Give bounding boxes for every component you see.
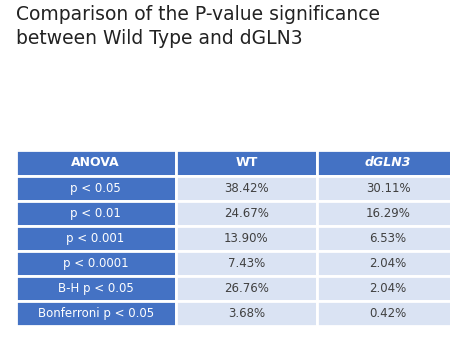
FancyBboxPatch shape (16, 301, 176, 326)
Text: 7.43%: 7.43% (228, 257, 265, 270)
Text: Comparison of the P-value significance
between Wild Type and dGLN3: Comparison of the P-value significance b… (16, 5, 380, 48)
FancyBboxPatch shape (16, 226, 176, 251)
Text: 2.04%: 2.04% (369, 282, 407, 295)
FancyBboxPatch shape (16, 150, 176, 175)
Text: 13.90%: 13.90% (224, 232, 269, 245)
FancyBboxPatch shape (176, 201, 317, 226)
FancyBboxPatch shape (176, 301, 317, 326)
FancyBboxPatch shape (16, 175, 176, 201)
Text: 24.67%: 24.67% (224, 207, 269, 220)
Text: 16.29%: 16.29% (366, 207, 410, 220)
FancyBboxPatch shape (317, 150, 450, 175)
Text: p < 0.001: p < 0.001 (67, 232, 125, 245)
FancyBboxPatch shape (176, 276, 317, 301)
FancyBboxPatch shape (16, 251, 176, 276)
Text: dGLN3: dGLN3 (365, 156, 411, 169)
FancyBboxPatch shape (16, 276, 176, 301)
Text: ANOVA: ANOVA (71, 156, 120, 169)
FancyBboxPatch shape (176, 251, 317, 276)
Text: 30.11%: 30.11% (366, 182, 410, 195)
FancyBboxPatch shape (317, 175, 450, 201)
FancyBboxPatch shape (317, 301, 450, 326)
FancyBboxPatch shape (16, 201, 176, 226)
Text: 26.76%: 26.76% (224, 282, 269, 295)
Text: 38.42%: 38.42% (224, 182, 269, 195)
Text: p < 0.0001: p < 0.0001 (63, 257, 128, 270)
Text: 0.42%: 0.42% (369, 307, 407, 320)
Text: B-H p < 0.05: B-H p < 0.05 (58, 282, 134, 295)
Text: p < 0.05: p < 0.05 (70, 182, 121, 195)
FancyBboxPatch shape (317, 276, 450, 301)
FancyBboxPatch shape (317, 201, 450, 226)
FancyBboxPatch shape (317, 226, 450, 251)
Text: p < 0.01: p < 0.01 (70, 207, 121, 220)
Text: 3.68%: 3.68% (228, 307, 265, 320)
Text: Bonferroni p < 0.05: Bonferroni p < 0.05 (37, 307, 154, 320)
FancyBboxPatch shape (176, 150, 317, 175)
Text: 6.53%: 6.53% (369, 232, 407, 245)
Text: 2.04%: 2.04% (369, 257, 407, 270)
FancyBboxPatch shape (317, 251, 450, 276)
Text: WT: WT (235, 156, 257, 169)
FancyBboxPatch shape (176, 175, 317, 201)
FancyBboxPatch shape (176, 226, 317, 251)
